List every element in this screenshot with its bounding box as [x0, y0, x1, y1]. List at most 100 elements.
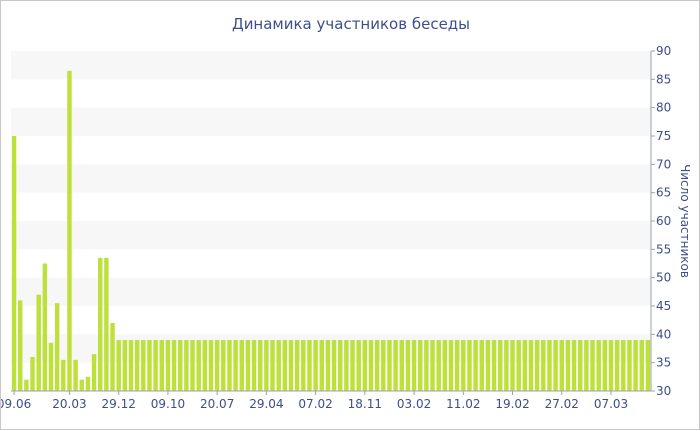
bar[interactable] [214, 340, 220, 391]
bar[interactable] [528, 340, 534, 391]
bar[interactable] [11, 136, 17, 391]
bar[interactable] [128, 340, 134, 391]
bar[interactable] [424, 340, 429, 391]
bar[interactable] [18, 300, 23, 391]
bar[interactable] [614, 340, 620, 391]
bar[interactable] [85, 376, 91, 391]
bar[interactable] [645, 340, 651, 391]
bar[interactable] [221, 340, 226, 391]
bar[interactable] [362, 340, 368, 391]
bar[interactable] [208, 340, 214, 391]
bar[interactable] [165, 340, 171, 391]
bar[interactable] [141, 340, 146, 391]
bar[interactable] [67, 70, 72, 391]
bar[interactable] [381, 340, 386, 391]
bar[interactable] [559, 340, 564, 391]
bar[interactable] [504, 340, 509, 391]
bar[interactable] [436, 340, 441, 391]
bar[interactable] [510, 340, 515, 391]
bar[interactable] [122, 340, 128, 391]
bar[interactable] [54, 303, 60, 391]
bar[interactable] [498, 340, 503, 391]
bar[interactable] [534, 340, 540, 391]
bar[interactable] [448, 340, 454, 391]
bar[interactable] [608, 340, 614, 391]
bar[interactable] [24, 379, 29, 391]
bar[interactable] [418, 340, 423, 391]
bar[interactable] [264, 340, 269, 391]
bar[interactable] [190, 340, 195, 391]
bar[interactable] [430, 340, 435, 391]
bar[interactable] [571, 340, 577, 391]
bar[interactable] [491, 340, 497, 391]
bar[interactable] [325, 340, 331, 391]
bar[interactable] [313, 340, 318, 391]
bar[interactable] [331, 340, 337, 391]
bar[interactable] [159, 340, 164, 391]
bar[interactable] [73, 359, 78, 391]
bar[interactable] [178, 340, 183, 391]
bar[interactable] [461, 340, 466, 391]
bar[interactable] [282, 340, 288, 391]
bar[interactable] [602, 340, 608, 391]
bar[interactable] [473, 340, 478, 391]
bar[interactable] [270, 340, 275, 391]
bar[interactable] [627, 340, 632, 391]
bar[interactable] [233, 340, 238, 391]
bar[interactable] [147, 340, 152, 391]
bar[interactable] [30, 357, 35, 391]
bar[interactable] [344, 340, 349, 391]
bar[interactable] [454, 340, 460, 391]
bar[interactable] [485, 340, 491, 391]
bar[interactable] [590, 340, 595, 391]
bar[interactable] [79, 379, 84, 391]
bar[interactable] [553, 340, 558, 391]
bar[interactable] [48, 342, 54, 391]
bar[interactable] [104, 257, 109, 391]
bar[interactable] [245, 340, 251, 391]
bar[interactable] [36, 294, 41, 391]
bar[interactable] [393, 340, 398, 391]
bar[interactable] [91, 354, 97, 391]
bar[interactable] [153, 340, 158, 391]
bar[interactable] [184, 340, 189, 391]
bar[interactable] [633, 340, 638, 391]
bar[interactable] [227, 340, 232, 391]
bar[interactable] [565, 340, 571, 391]
bar[interactable] [405, 340, 411, 391]
bar[interactable] [258, 340, 263, 391]
bar[interactable] [301, 340, 306, 391]
bar[interactable] [276, 340, 281, 391]
bar[interactable] [251, 340, 257, 391]
bar[interactable] [467, 340, 472, 391]
bar[interactable] [196, 340, 201, 391]
bar[interactable] [411, 340, 417, 391]
bar[interactable] [307, 340, 312, 391]
bar[interactable] [42, 263, 48, 392]
bar[interactable] [98, 257, 103, 391]
bar[interactable] [350, 340, 355, 391]
bar[interactable] [387, 340, 392, 391]
bar[interactable] [110, 323, 115, 391]
bar[interactable] [374, 340, 380, 391]
bar[interactable] [584, 340, 589, 391]
bar[interactable] [479, 340, 484, 391]
bar[interactable] [61, 359, 66, 391]
bar[interactable] [516, 340, 521, 391]
bar[interactable] [541, 340, 546, 391]
bar[interactable] [368, 340, 374, 391]
bar[interactable] [621, 340, 626, 391]
bar[interactable] [239, 340, 244, 391]
bar[interactable] [578, 340, 583, 391]
bar[interactable] [356, 340, 361, 391]
bar[interactable] [134, 340, 140, 391]
bar[interactable] [547, 340, 552, 391]
bar[interactable] [171, 340, 177, 391]
bar[interactable] [202, 340, 208, 391]
bar[interactable] [399, 340, 404, 391]
bar[interactable] [116, 340, 121, 391]
bar[interactable] [288, 340, 294, 391]
bar[interactable] [522, 340, 528, 391]
bar[interactable] [639, 340, 644, 391]
bar[interactable] [319, 340, 324, 391]
